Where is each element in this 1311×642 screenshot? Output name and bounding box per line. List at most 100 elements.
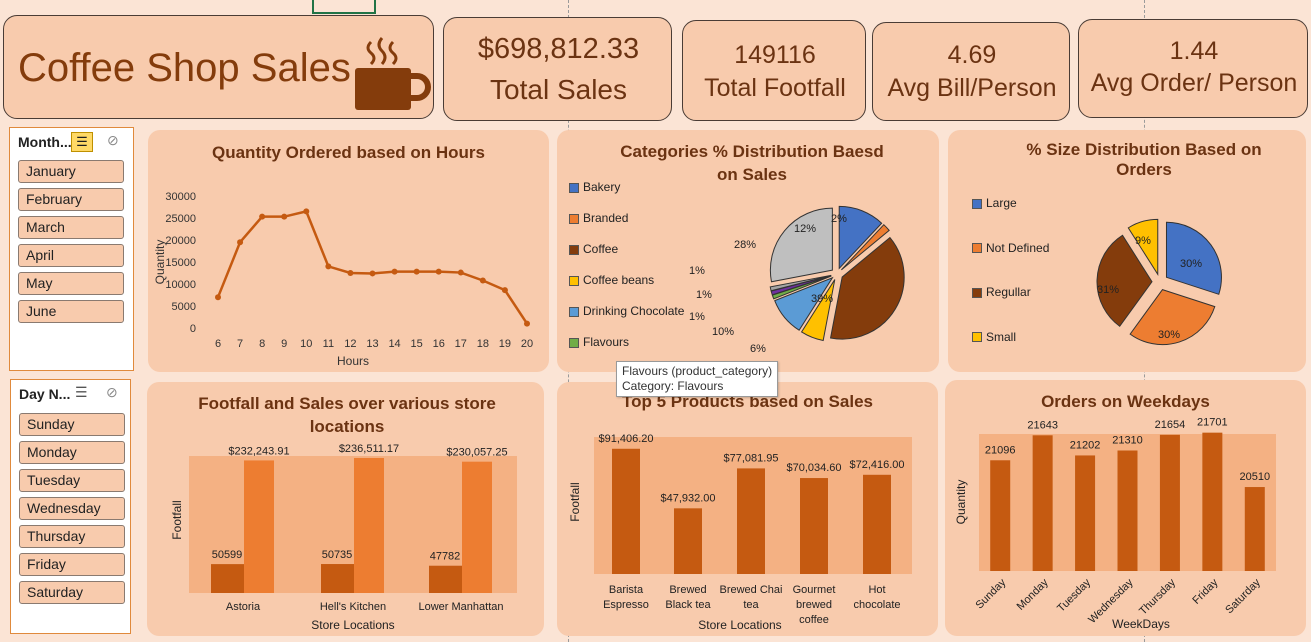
chart-legend: Large Not Defined Regullar Small: [972, 196, 1092, 356]
slicer-item-saturday[interactable]: Saturday: [19, 581, 125, 604]
x-tick-label: Gourmet: [793, 584, 836, 596]
x-axis-label: Hours: [337, 354, 369, 368]
chart-title: Categories % Distribution Baesd on Sales: [620, 142, 884, 184]
legend-entry: Drinking Chocolate: [569, 304, 684, 318]
legend-entry: Small: [972, 330, 1016, 344]
slicer-item-march[interactable]: March: [18, 216, 124, 239]
y-axis-label: Quantity: [954, 480, 968, 525]
selected-cell[interactable]: [312, 0, 376, 14]
data-label: 30%: [1158, 329, 1180, 341]
x-tick-label: 14: [388, 338, 400, 350]
x-tick-label: Monday: [1015, 576, 1052, 613]
data-point: [259, 213, 266, 220]
legend-entry: Bakery: [569, 180, 620, 194]
hours-chart-panel[interactable]: Quantity Ordered based on Hours 0 5000 100…: [148, 130, 549, 372]
multi-select-icon[interactable]: ☰: [75, 384, 88, 400]
data-label: 39%: [811, 293, 833, 305]
slicer-item-monday[interactable]: Monday: [19, 441, 125, 464]
pie-slice: [774, 276, 834, 331]
title-card: Coffee Shop Sales: [3, 15, 434, 119]
slicer-item-january[interactable]: January: [18, 160, 124, 183]
data-label: 50599: [212, 549, 243, 561]
legend-entry: Coffee beans: [569, 273, 654, 287]
slicer-item-tuesday[interactable]: Tuesday: [19, 469, 125, 492]
data-point: [479, 277, 486, 284]
legend-swatch: [569, 213, 579, 224]
pie-slice: [1129, 289, 1216, 346]
legend-label: Small: [986, 329, 1017, 344]
y-tick-label: 25000: [165, 213, 196, 225]
chart-title: Orders on Weekdays: [1041, 392, 1210, 411]
store-chart-panel[interactable]: Footfall and Sales over various store lo…: [147, 382, 544, 636]
legend-swatch: [569, 244, 579, 255]
data-point: [237, 239, 244, 246]
pie-chart: 30% 30% 31% 9%: [1096, 218, 1222, 346]
slicer-item-thursday[interactable]: Thursday: [19, 525, 125, 548]
data-point: [501, 287, 508, 294]
slicer-item-may[interactable]: May: [18, 272, 124, 295]
data-point: [281, 213, 288, 220]
x-tick-label: 11: [323, 338, 334, 350]
x-tick-label: 7: [237, 338, 243, 350]
data-label: 50735: [322, 549, 353, 561]
x-tick-label: Barista: [609, 584, 644, 596]
month-slicer[interactable]: Month... ☰ ⊘ January February March Apri…: [9, 127, 134, 371]
slicer-item-friday[interactable]: Friday: [19, 553, 125, 576]
slicer-item-june[interactable]: June: [18, 300, 124, 323]
y-axis-label: Footfall: [568, 482, 582, 521]
slicer-item-wednesday[interactable]: Wednesday: [19, 497, 125, 520]
multi-select-icon[interactable]: ☰: [71, 132, 93, 152]
chart-title: % Size Distribution Based on Orders: [1026, 140, 1262, 179]
tooltip-line: Category: Flavours: [622, 379, 724, 393]
data-label: $77,081.95: [723, 452, 778, 464]
bar: [737, 468, 765, 574]
clear-filter-icon[interactable]: ⊘: [106, 384, 118, 400]
data-point: [347, 270, 354, 276]
day-slicer[interactable]: Day N... ☰ ⊘ Sunday Monday Tuesday Wedne…: [10, 379, 131, 634]
y-tick-label: 0: [190, 323, 196, 335]
slicer-item-april[interactable]: April: [18, 244, 124, 267]
categories-chart-panel[interactable]: Categories % Distribution Baesd on Sales…: [557, 130, 939, 372]
legend-entry: Regullar: [972, 285, 1031, 299]
legend-label: Flavours: [583, 335, 630, 349]
x-axis-label: Store Locations: [311, 618, 394, 632]
legend-label: Coffee: [583, 242, 619, 256]
data-label: 47782: [430, 551, 461, 563]
slicer-item-sunday[interactable]: Sunday: [19, 413, 125, 436]
bar: [1244, 487, 1265, 571]
kpi-total-sales: $698,812.33 Total Sales: [443, 17, 672, 121]
data-label: $91,406.20: [598, 433, 653, 445]
chart-tooltip: Flavours (product_category) Category: Fl…: [616, 361, 779, 397]
x-tick-label: 15: [411, 338, 423, 350]
x-tick-label: Saturday: [1223, 576, 1263, 616]
x-tick-label: chocolate: [853, 599, 900, 611]
legend-entry: Not Defined: [972, 241, 1049, 255]
series-line: [216, 209, 529, 325]
pie-slice: [1127, 218, 1159, 277]
weekdays-chart-panel[interactable]: Orders on Weekdays 21096 Sunday 21643 Monda…: [945, 380, 1306, 636]
data-point: [369, 270, 376, 277]
legend-label: Not Defined: [986, 240, 1050, 255]
legend-entry: Flavours: [569, 335, 629, 349]
x-tick-label: 12: [344, 338, 356, 350]
legend-swatch: [569, 275, 579, 286]
data-label: 1%: [689, 311, 705, 323]
y-tick-label: 10000: [165, 279, 196, 291]
chart-title: Footfall and Sales over various store lo…: [198, 394, 496, 436]
bar: [1075, 455, 1096, 571]
x-tick-label: Lower Manhattan: [419, 601, 504, 613]
clear-filter-icon[interactable]: ⊘: [107, 132, 119, 148]
slicer-item-february[interactable]: February: [18, 188, 124, 211]
data-label: $47,932.00: [660, 492, 715, 504]
data-label: 28%: [734, 239, 756, 251]
x-tick-label: Thursday: [1137, 576, 1178, 617]
legend-swatch: [569, 337, 579, 348]
x-tick-label: Hot: [868, 584, 885, 596]
y-tick-label: 20000: [165, 235, 196, 247]
size-chart-panel[interactable]: % Size Distribution Based on Orders Larg…: [948, 130, 1306, 372]
legend-label: Bakery: [583, 180, 621, 194]
x-tick-label: 16: [433, 338, 445, 350]
x-tick-label: 13: [366, 338, 378, 350]
products-chart-panel[interactable]: Top 5 Products based on Sales $91,406.20…: [557, 382, 938, 636]
slicer-header: Month...: [18, 134, 72, 150]
